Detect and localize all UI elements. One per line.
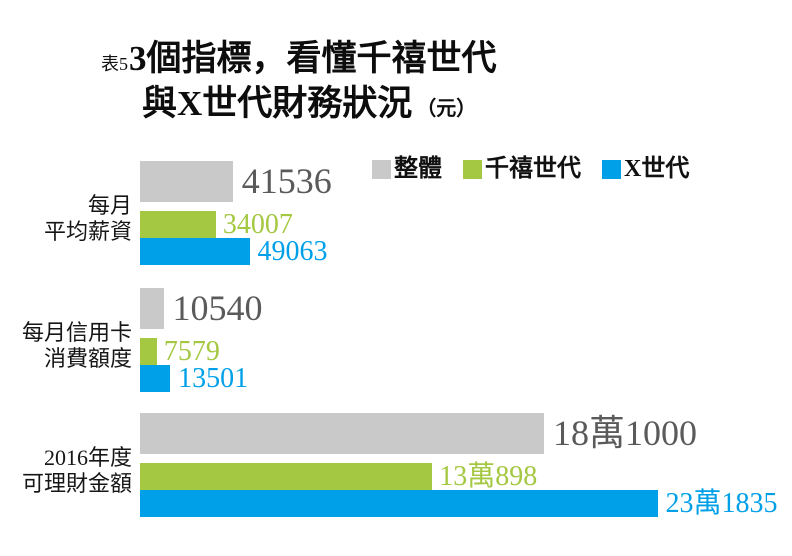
bar-overall xyxy=(140,161,233,202)
chart-title-line2-text: 與X世代財務狀況 xyxy=(142,84,413,123)
bar-gen-x xyxy=(140,490,658,517)
value-label-overall: 10540 xyxy=(172,288,263,328)
legend: 整體 千禧世代 X世代 xyxy=(372,156,710,182)
category-label: 每月信用卡 消費額度 xyxy=(22,320,132,372)
legend-item-gen-x: X世代 xyxy=(602,156,690,182)
value-label-overall: 18萬1000 xyxy=(553,413,698,453)
bar-gen-x xyxy=(140,238,250,265)
bar-millennials xyxy=(140,338,157,365)
table-number-tag: 表5 xyxy=(101,54,128,74)
legend-swatch-gen-x xyxy=(602,160,621,179)
bar-millennials xyxy=(140,211,216,238)
category-label: 2016年度 可理財金額 xyxy=(22,445,132,497)
bar-gen-x xyxy=(140,365,171,392)
category-label-line: 2016年度 xyxy=(43,445,132,470)
value-label-gen-x: 23萬1835 xyxy=(665,488,778,519)
legend-swatch-millennials xyxy=(463,160,482,179)
category-label-line: 消費額度 xyxy=(43,346,132,371)
category-label-line: 可理財金額 xyxy=(21,471,132,496)
category-label-line: 每月信用卡 xyxy=(21,320,132,345)
category-label-line: 每月 xyxy=(87,193,132,218)
value-label-millennials: 13萬898 xyxy=(439,461,538,492)
legend-item-millennials: 千禧世代 xyxy=(463,156,581,182)
chart-unit-label: （元） xyxy=(416,98,477,120)
bar-overall xyxy=(140,288,164,329)
bar-millennials xyxy=(140,463,433,490)
legend-label-overall: 整體 xyxy=(394,156,442,182)
category-label: 每月 平均薪資 xyxy=(44,193,132,245)
value-label-overall: 41536 xyxy=(241,161,332,201)
value-label-gen-x: 13501 xyxy=(178,363,249,394)
value-label-millennials: 34007 xyxy=(222,209,293,240)
category-label-line: 平均薪資 xyxy=(43,219,132,244)
value-label-millennials: 7579 xyxy=(163,336,220,367)
chart-title-line2: 與X世代財務狀況 （元） xyxy=(142,75,476,126)
value-label-gen-x: 49063 xyxy=(257,236,328,267)
bar-overall xyxy=(140,413,544,454)
legend-item-overall: 整體 xyxy=(372,156,442,182)
chart-title-line1: 3個指標，看懂千禧世代 xyxy=(129,39,497,78)
legend-swatch-overall xyxy=(372,160,391,179)
legend-label-millennials: 千禧世代 xyxy=(485,156,581,182)
legend-label-gen-x: X世代 xyxy=(624,156,690,182)
